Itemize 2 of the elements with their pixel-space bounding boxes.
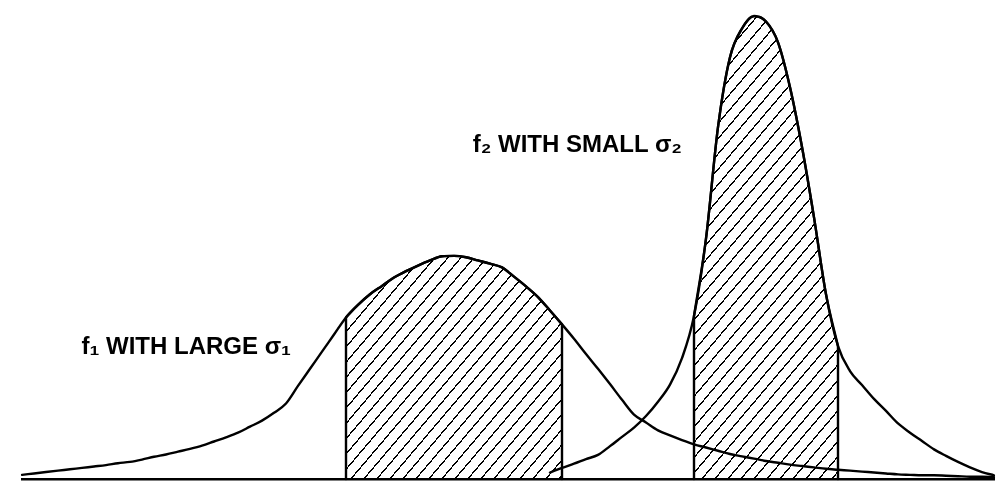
series-label: f₂ WITH SMALL σ₂ [472, 130, 683, 158]
series-label: f₁ WITH LARGE σ₁ [81, 331, 292, 359]
